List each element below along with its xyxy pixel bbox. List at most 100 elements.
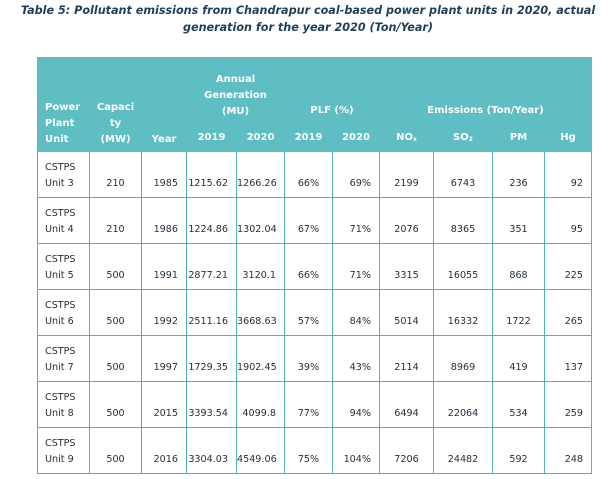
header-nox: NOx bbox=[379, 122, 434, 152]
cell-nox: 6494 bbox=[379, 381, 434, 428]
cell-plant-name: CSTPS bbox=[45, 208, 76, 219]
header-capacity: Capaci ty (MW) bbox=[89, 57, 142, 152]
cell-unit: CSTPS Unit 5 bbox=[37, 243, 90, 290]
cell-generation-2019: 3304.03 bbox=[186, 427, 237, 474]
cell-generation-2020: 1266.26 bbox=[236, 151, 285, 198]
cell-plf-2020: 71% bbox=[332, 197, 380, 244]
table-row: CSTPS Unit 9 500 2016 3304.03 4549.06 75% 104% 7… bbox=[37, 427, 592, 474]
table-title: Table 5: Pollutant emissions from Chandr… bbox=[0, 2, 616, 36]
header-so2-subscript: 2 bbox=[468, 135, 473, 143]
cell-generation-2019: 1729.35 bbox=[186, 335, 237, 382]
cell-unit: CSTPS Unit 6 bbox=[37, 289, 90, 336]
cell-unit: CSTPS Unit 7 bbox=[37, 335, 90, 382]
header-pm: PM bbox=[492, 122, 545, 152]
cell-pm: 534 bbox=[492, 381, 545, 428]
cell-capacity: 500 bbox=[89, 335, 142, 382]
cell-so2: 8969 bbox=[433, 335, 493, 382]
cell-capacity: 500 bbox=[89, 243, 142, 290]
cell-capacity: 500 bbox=[89, 427, 142, 474]
table-row: CSTPS Unit 8 500 2015 3393.54 4099.8 77% 94% 649… bbox=[37, 381, 592, 428]
cell-year: 1992 bbox=[141, 289, 187, 336]
table-row: CSTPS Unit 3 210 1985 1215.62 1266.26 66% 69% 21… bbox=[37, 151, 592, 198]
cell-unit-name: Unit 5 bbox=[45, 270, 74, 281]
cell-so2: 16055 bbox=[433, 243, 493, 290]
header-so2: SO2 bbox=[433, 122, 493, 152]
cell-plf-2020: 71% bbox=[332, 243, 380, 290]
cell-generation-2020: 3120.1 bbox=[236, 243, 285, 290]
cell-plf-2019: 77% bbox=[284, 381, 333, 428]
cell-unit: CSTPS Unit 4 bbox=[37, 197, 90, 244]
cell-pm: 419 bbox=[492, 335, 545, 382]
cell-plf-2019: 75% bbox=[284, 427, 333, 474]
cell-plf-2019: 66% bbox=[284, 243, 333, 290]
cell-nox: 7206 bbox=[379, 427, 434, 474]
cell-year: 1986 bbox=[141, 197, 187, 244]
header-capacity-line-2: ty bbox=[109, 118, 122, 129]
header-annual-generation-line-1: Annual bbox=[215, 74, 256, 85]
cell-hg: 225 bbox=[544, 243, 592, 290]
cell-plf-2020: 43% bbox=[332, 335, 380, 382]
cell-hg: 92 bbox=[544, 151, 592, 198]
cell-year: 2015 bbox=[141, 381, 187, 428]
cell-pm: 236 bbox=[492, 151, 545, 198]
cell-plant-name: CSTPS bbox=[45, 254, 76, 265]
cell-unit: CSTPS Unit 8 bbox=[37, 381, 90, 428]
cell-capacity: 210 bbox=[89, 151, 142, 198]
cell-nox: 2076 bbox=[379, 197, 434, 244]
cell-plf-2019: 39% bbox=[284, 335, 333, 382]
cell-generation-2019: 2877.21 bbox=[186, 243, 237, 290]
cell-hg: 137 bbox=[544, 335, 592, 382]
cell-nox: 2114 bbox=[379, 335, 434, 382]
cell-so2: 22064 bbox=[433, 381, 493, 428]
header-generation-2019: 2019 bbox=[186, 122, 237, 152]
cell-plant-name: CSTPS bbox=[45, 162, 76, 173]
header-generation-2020: 2020 bbox=[236, 122, 285, 152]
cell-plant-name: CSTPS bbox=[45, 438, 76, 449]
cell-year: 1997 bbox=[141, 335, 187, 382]
cell-plant-name: CSTPS bbox=[45, 392, 76, 403]
table-row: CSTPS Unit 6 500 1992 2511.16 3668.63 57% 84% 50… bbox=[37, 289, 592, 336]
emissions-table: Power Plant Unit Capaci ty (MW) Year Ann… bbox=[37, 57, 592, 474]
cell-unit: CSTPS Unit 9 bbox=[37, 427, 90, 474]
cell-generation-2019: 2511.16 bbox=[186, 289, 237, 336]
table-title-line-1: Table 5: Pollutant emissions from Chandr… bbox=[20, 4, 596, 17]
cell-generation-2020: 1902.45 bbox=[236, 335, 285, 382]
cell-unit-name: Unit 6 bbox=[45, 316, 74, 327]
cell-nox: 3315 bbox=[379, 243, 434, 290]
header-power-plant-unit-line-3: Unit bbox=[45, 134, 69, 145]
cell-year: 1985 bbox=[141, 151, 187, 198]
header-power-plant-unit: Power Plant Unit bbox=[37, 57, 90, 152]
cell-nox: 5014 bbox=[379, 289, 434, 336]
header-capacity-line-1: Capaci bbox=[96, 102, 135, 113]
cell-plf-2019: 67% bbox=[284, 197, 333, 244]
cell-year: 1991 bbox=[141, 243, 187, 290]
cell-plf-2020: 69% bbox=[332, 151, 380, 198]
cell-unit-name: Unit 7 bbox=[45, 362, 74, 373]
cell-capacity: 500 bbox=[89, 289, 142, 336]
cell-hg: 248 bbox=[544, 427, 592, 474]
cell-hg: 95 bbox=[544, 197, 592, 244]
cell-plant-name: CSTPS bbox=[45, 346, 76, 357]
cell-generation-2020: 3668.63 bbox=[236, 289, 285, 336]
cell-unit-name: Unit 3 bbox=[45, 178, 74, 189]
cell-so2: 24482 bbox=[433, 427, 493, 474]
cell-generation-2019: 1224.86 bbox=[186, 197, 237, 244]
header-plf-2020: 2020 bbox=[332, 122, 380, 152]
table-row: CSTPS Unit 4 210 1986 1224.86 1302.04 67% 71% 20… bbox=[37, 197, 592, 244]
header-nox-subscript: x bbox=[413, 135, 417, 143]
table-title-line-2: generation for the year 2020 (Ton/Year) bbox=[182, 21, 434, 34]
header-annual-generation-line-2: Generation bbox=[204, 90, 267, 101]
cell-generation-2020: 4099.8 bbox=[236, 381, 285, 428]
cell-generation-2019: 1215.62 bbox=[186, 151, 237, 198]
table-row: CSTPS Unit 5 500 1991 2877.21 3120.1 66% 71% 331… bbox=[37, 243, 592, 290]
cell-unit: CSTPS Unit 3 bbox=[37, 151, 90, 198]
cell-so2: 6743 bbox=[433, 151, 493, 198]
cell-capacity: 500 bbox=[89, 381, 142, 428]
cell-hg: 259 bbox=[544, 381, 592, 428]
table-row: CSTPS Unit 7 500 1997 1729.35 1902.45 39% 43% 21… bbox=[37, 335, 592, 382]
cell-so2: 16332 bbox=[433, 289, 493, 336]
cell-unit-name: Unit 9 bbox=[45, 454, 74, 465]
header-nox-text: NO bbox=[396, 131, 413, 143]
cell-hg: 265 bbox=[544, 289, 592, 336]
cell-pm: 592 bbox=[492, 427, 545, 474]
